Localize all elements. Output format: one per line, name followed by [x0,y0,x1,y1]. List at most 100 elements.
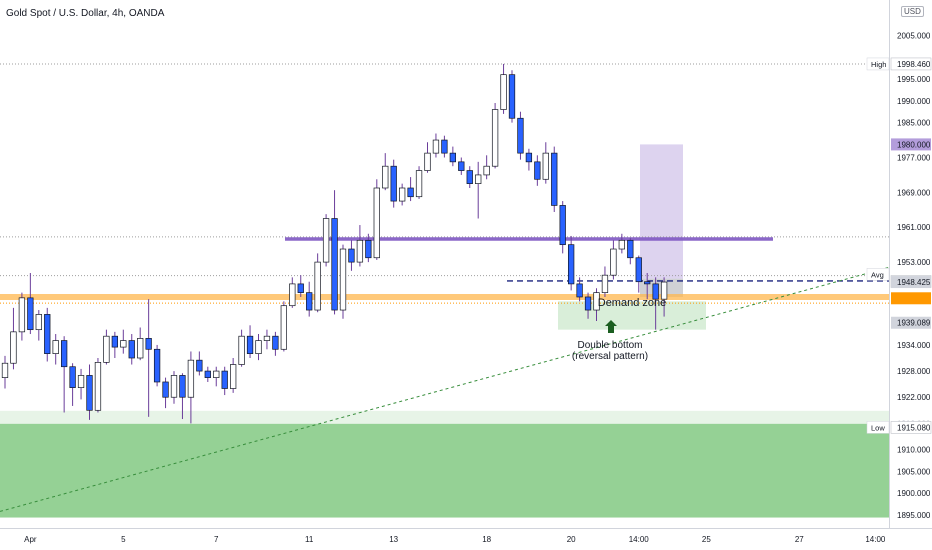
candle-body [18,297,26,333]
price-label-box [891,276,931,289]
demand-zone-label: Demand zone [598,297,667,309]
candle-body [10,331,17,364]
price-tick-label: 1961.000 [897,223,931,232]
candle-body [652,283,659,300]
price-label-text: 1915.080 [897,423,931,432]
currency-button[interactable]: USD [901,6,924,17]
price-label-text: 1980.000 [897,140,931,149]
candle-body [60,340,68,368]
candle-body [272,335,279,350]
candle-body [483,165,490,176]
candle-body [221,370,228,389]
candle-body [153,348,161,383]
time-tick-label: 7 [214,535,219,544]
levels-layer [0,63,890,512]
side-tag-box [866,57,890,71]
candle-body [567,244,575,285]
price-label-box [891,138,931,151]
candle-body [508,74,516,119]
candle-body [644,281,651,285]
time-axis: Apr 5 7 11 13 18 20 14:00 25 27 14:00 [24,535,886,544]
candle-body [424,152,431,171]
price-tick-label: 1905.000 [897,467,931,476]
time-tick-label: 14:00 [629,535,650,544]
candle-body [415,170,423,198]
price-tick-label: 1953.000 [897,258,931,267]
side-tag-text: High [871,60,886,69]
time-tick-label: 13 [389,535,398,544]
candle-body [458,161,465,171]
time-tick-label: 20 [567,535,576,544]
candle-body [69,366,76,388]
candle-body [77,375,85,388]
candle-body [94,362,102,411]
candle-body [44,314,51,354]
time-tick-label: Apr [24,535,37,544]
candle-body [593,292,600,311]
price-tick-label: 1995.000 [897,75,931,84]
candle-body [179,375,186,398]
candle-body [627,239,634,259]
candle-body [52,340,59,354]
up-arrow-icon [605,320,617,333]
candle-body [103,335,110,363]
candle-body [559,205,566,246]
candle-body [407,187,414,198]
candle-body [1,362,9,378]
reversal-pattern-label: (reversal pattern) [572,351,648,362]
candle-body [314,261,321,311]
candle-body [356,239,364,263]
candles-layer [1,63,668,424]
candle-body [399,187,406,202]
candle-body [322,218,330,263]
candle-body [35,314,42,331]
candle-body [128,340,135,359]
candle-body [204,370,211,378]
candle-body [331,218,338,311]
candle-body [230,364,237,389]
trendline [0,266,890,512]
candle-body [255,340,262,354]
double-bottom-label: Double bottom [577,340,642,351]
candle-body [525,152,533,163]
candle-body [348,248,355,263]
candle-body [145,338,152,350]
price-label-box [891,316,931,329]
chart-title: Gold Spot / U.S. Dollar, 4h, OANDA [6,8,165,19]
candle-body [213,370,220,378]
candle-body [187,359,195,398]
side-tag-text: Avg [871,270,884,279]
price-tick-label: 1977.000 [897,153,931,162]
candle-body [660,281,668,300]
candle-body [441,139,448,154]
price-axis-panel[interactable] [890,0,932,528]
candle-body [297,283,304,293]
candle-body [373,187,380,259]
price-tick-label: 2005.000 [897,31,931,40]
candle-body [491,109,499,167]
side-tag-box [866,421,890,434]
candle-body [432,139,440,154]
price-tick-label: 1969.000 [897,188,931,197]
candle-body [162,381,169,398]
price-tick-label: 1928.000 [897,367,931,376]
candle-body [534,161,541,180]
candle-body [246,335,254,354]
side-tag-text: Low [871,423,885,432]
candle-body [475,174,482,184]
candle-body [137,338,144,359]
candle-body [449,152,456,163]
time-tick-label: 25 [702,535,711,544]
target-zone [640,144,683,279]
time-tick-label: 14:00 [865,535,886,544]
candle-body [517,117,524,154]
candle-body [390,165,397,202]
price-tick-label: 1990.000 [897,97,931,106]
price-label-box [890,57,932,71]
low-zone [0,423,889,518]
candle-body [635,257,642,283]
time-tick-label: 27 [795,535,804,544]
time-tick-label: 18 [482,535,491,544]
candle-body [289,283,296,307]
